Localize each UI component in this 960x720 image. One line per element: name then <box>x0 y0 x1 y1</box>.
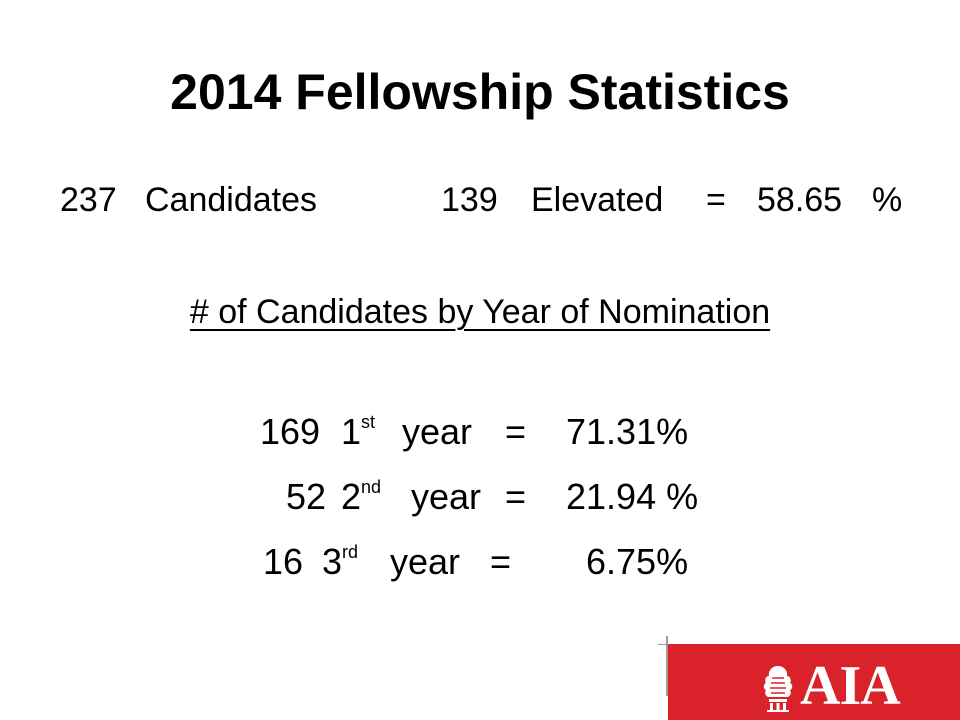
row-equals: = <box>505 411 527 452</box>
elevated-label: Elevated <box>531 181 664 219</box>
row-year: 3rd <box>322 540 358 584</box>
row-year-number: 2 <box>341 476 362 517</box>
row-year: 1st <box>341 410 375 454</box>
row-percent: 21.94 % <box>566 476 699 517</box>
row-equals: = <box>505 476 527 517</box>
percent-sign: % <box>872 181 903 219</box>
row-year-word: year <box>411 476 482 517</box>
row-year-word: year <box>402 411 473 452</box>
elevated-count: 139 <box>441 181 498 219</box>
section-subtitle: # of Candidates by Year of Nomination <box>189 293 771 331</box>
row-equals: = <box>490 541 512 582</box>
row-year-word: year <box>390 541 461 582</box>
row-year-number: 3 <box>322 541 343 582</box>
candidates-count: 237 <box>60 181 117 219</box>
footer-divider-vertical <box>666 636 668 696</box>
row-count: 169 <box>260 411 321 452</box>
footer-brand-bar <box>668 644 960 720</box>
row-count: 16 <box>263 541 304 582</box>
footer-divider-horizontal <box>658 644 670 645</box>
row-percent: 6.75% <box>586 541 689 582</box>
candidates-label: Candidates <box>145 181 318 219</box>
aia-logo-text: AIA <box>800 655 901 717</box>
row-year-suffix: st <box>361 412 376 432</box>
slide-title: 2014 Fellowship Statistics <box>170 64 790 120</box>
row-year-suffix: nd <box>361 477 382 497</box>
row-year-suffix: rd <box>342 542 359 562</box>
aia-emblem-icon <box>763 666 793 712</box>
row-year: 2nd <box>341 475 381 519</box>
summary-equals: = <box>706 181 726 219</box>
row-year-number: 1 <box>341 411 362 452</box>
aia-logo: AIA <box>760 652 901 717</box>
percent-value: 58.65 <box>757 181 843 219</box>
row-percent: 71.31% <box>566 411 689 452</box>
row-count: 52 <box>286 476 327 517</box>
